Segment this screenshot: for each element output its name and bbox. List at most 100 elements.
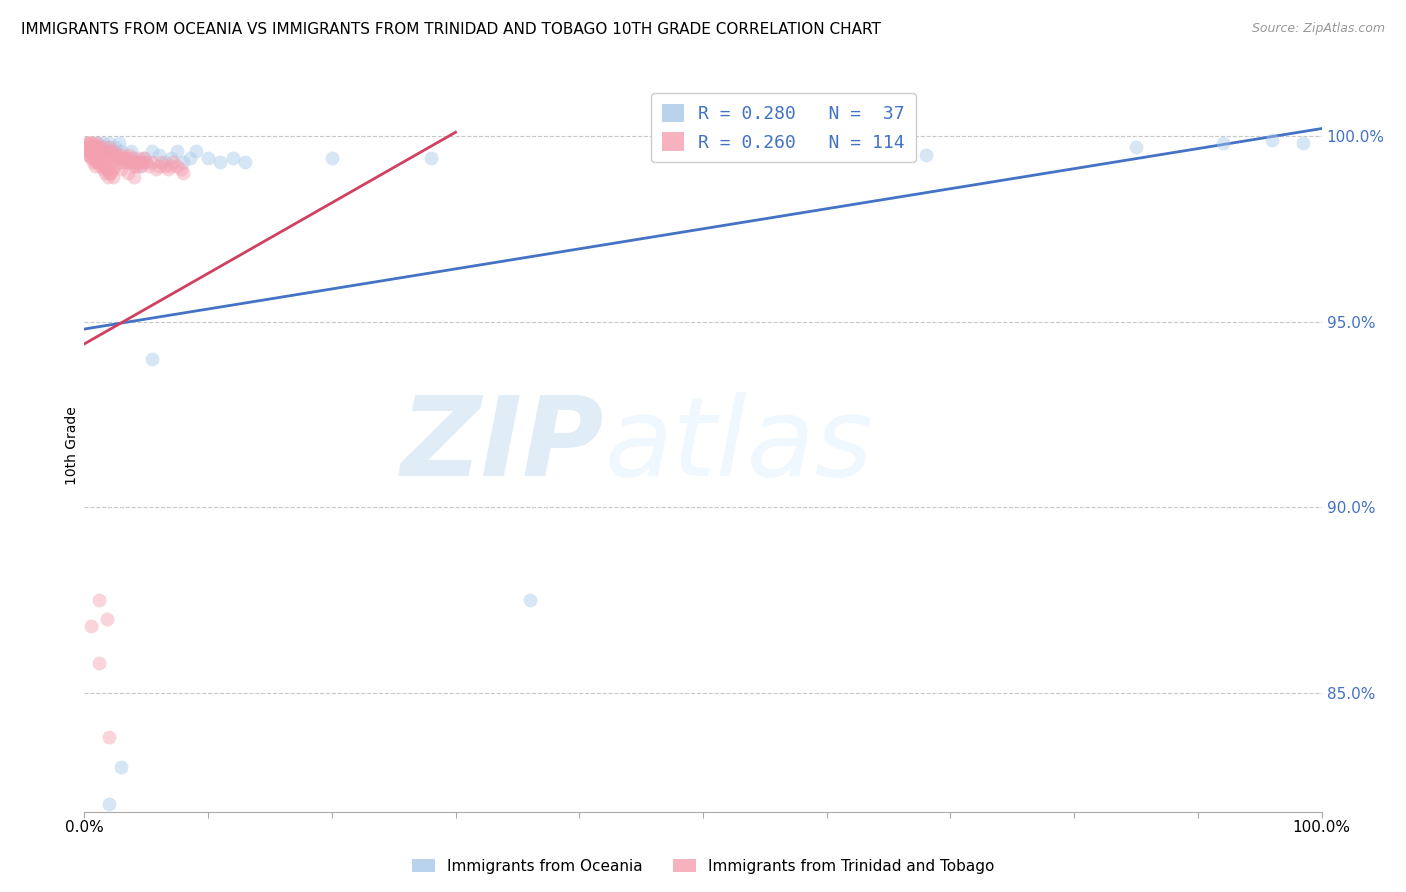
Point xyxy=(118,147,141,161)
Point xyxy=(114,151,136,165)
Point xyxy=(89,140,111,154)
Point xyxy=(172,166,194,180)
Point xyxy=(98,136,121,151)
Point xyxy=(104,159,127,173)
Point xyxy=(96,144,118,158)
Point xyxy=(77,144,100,158)
Point xyxy=(87,155,110,169)
Point xyxy=(135,155,157,169)
Point xyxy=(89,151,111,165)
Point xyxy=(79,144,101,158)
Point xyxy=(98,140,121,154)
Point xyxy=(83,144,105,158)
Point xyxy=(128,151,150,165)
Point xyxy=(1292,136,1315,151)
Point xyxy=(129,155,152,169)
Point xyxy=(98,144,121,158)
Point xyxy=(120,151,142,165)
Point xyxy=(84,159,107,173)
Point xyxy=(117,151,139,165)
Point xyxy=(87,155,110,169)
Point xyxy=(79,136,101,151)
Point xyxy=(110,155,132,169)
Point xyxy=(94,147,117,161)
Point xyxy=(89,144,111,158)
Point xyxy=(117,166,139,180)
Point xyxy=(122,159,145,173)
Point xyxy=(110,760,132,774)
Point xyxy=(89,159,111,173)
Point xyxy=(914,147,936,161)
Point xyxy=(125,155,148,169)
Point xyxy=(100,144,122,158)
Point xyxy=(107,147,129,161)
Point xyxy=(148,159,170,173)
Point xyxy=(89,151,111,165)
Point xyxy=(79,140,101,154)
Point xyxy=(90,147,112,161)
Point xyxy=(141,155,163,169)
Point xyxy=(135,155,157,169)
Point xyxy=(91,136,114,151)
Point xyxy=(89,151,111,165)
Point xyxy=(122,151,145,165)
Point xyxy=(91,140,114,154)
Point xyxy=(93,151,115,165)
Text: Source: ZipAtlas.com: Source: ZipAtlas.com xyxy=(1251,22,1385,36)
Point xyxy=(82,155,104,169)
Point xyxy=(83,147,105,161)
Point xyxy=(80,147,103,161)
Point xyxy=(89,140,111,154)
Point xyxy=(108,136,131,151)
Y-axis label: 10th Grade: 10th Grade xyxy=(65,407,79,485)
Point xyxy=(86,136,108,151)
Point xyxy=(160,151,183,165)
Point xyxy=(98,731,121,745)
Point xyxy=(157,162,180,177)
Point xyxy=(120,155,142,169)
Point xyxy=(94,159,117,173)
Legend: Immigrants from Oceania, Immigrants from Trinidad and Tobago: Immigrants from Oceania, Immigrants from… xyxy=(405,853,1001,880)
Point xyxy=(197,151,219,165)
Point xyxy=(110,162,132,177)
Point xyxy=(83,151,105,165)
Point xyxy=(80,140,103,154)
Point xyxy=(419,151,441,165)
Point xyxy=(80,140,103,154)
Point xyxy=(82,151,104,165)
Point xyxy=(98,166,121,180)
Point xyxy=(125,159,148,173)
Point xyxy=(76,136,98,151)
Point xyxy=(233,155,256,169)
Point xyxy=(209,155,232,169)
Point xyxy=(87,144,110,158)
Point xyxy=(80,147,103,161)
Point xyxy=(101,169,124,184)
Point xyxy=(321,151,343,165)
Point xyxy=(101,162,124,177)
Point xyxy=(162,155,184,169)
Point xyxy=(89,657,111,671)
Point xyxy=(89,155,111,169)
Point xyxy=(124,155,146,169)
Point xyxy=(94,166,117,180)
Point xyxy=(97,151,120,165)
Point xyxy=(153,155,176,169)
Point xyxy=(97,162,120,177)
Point xyxy=(138,159,160,173)
Point xyxy=(94,159,117,173)
Point xyxy=(76,144,98,158)
Point xyxy=(222,151,245,165)
Point xyxy=(141,144,163,158)
Point xyxy=(127,155,149,169)
Point xyxy=(1212,136,1234,151)
Point xyxy=(519,593,541,607)
Point xyxy=(129,159,152,173)
Point xyxy=(84,140,107,154)
Point xyxy=(98,797,121,812)
Point xyxy=(87,151,110,165)
Point xyxy=(148,147,170,161)
Point xyxy=(121,155,143,169)
Point xyxy=(153,159,176,173)
Point xyxy=(77,136,100,151)
